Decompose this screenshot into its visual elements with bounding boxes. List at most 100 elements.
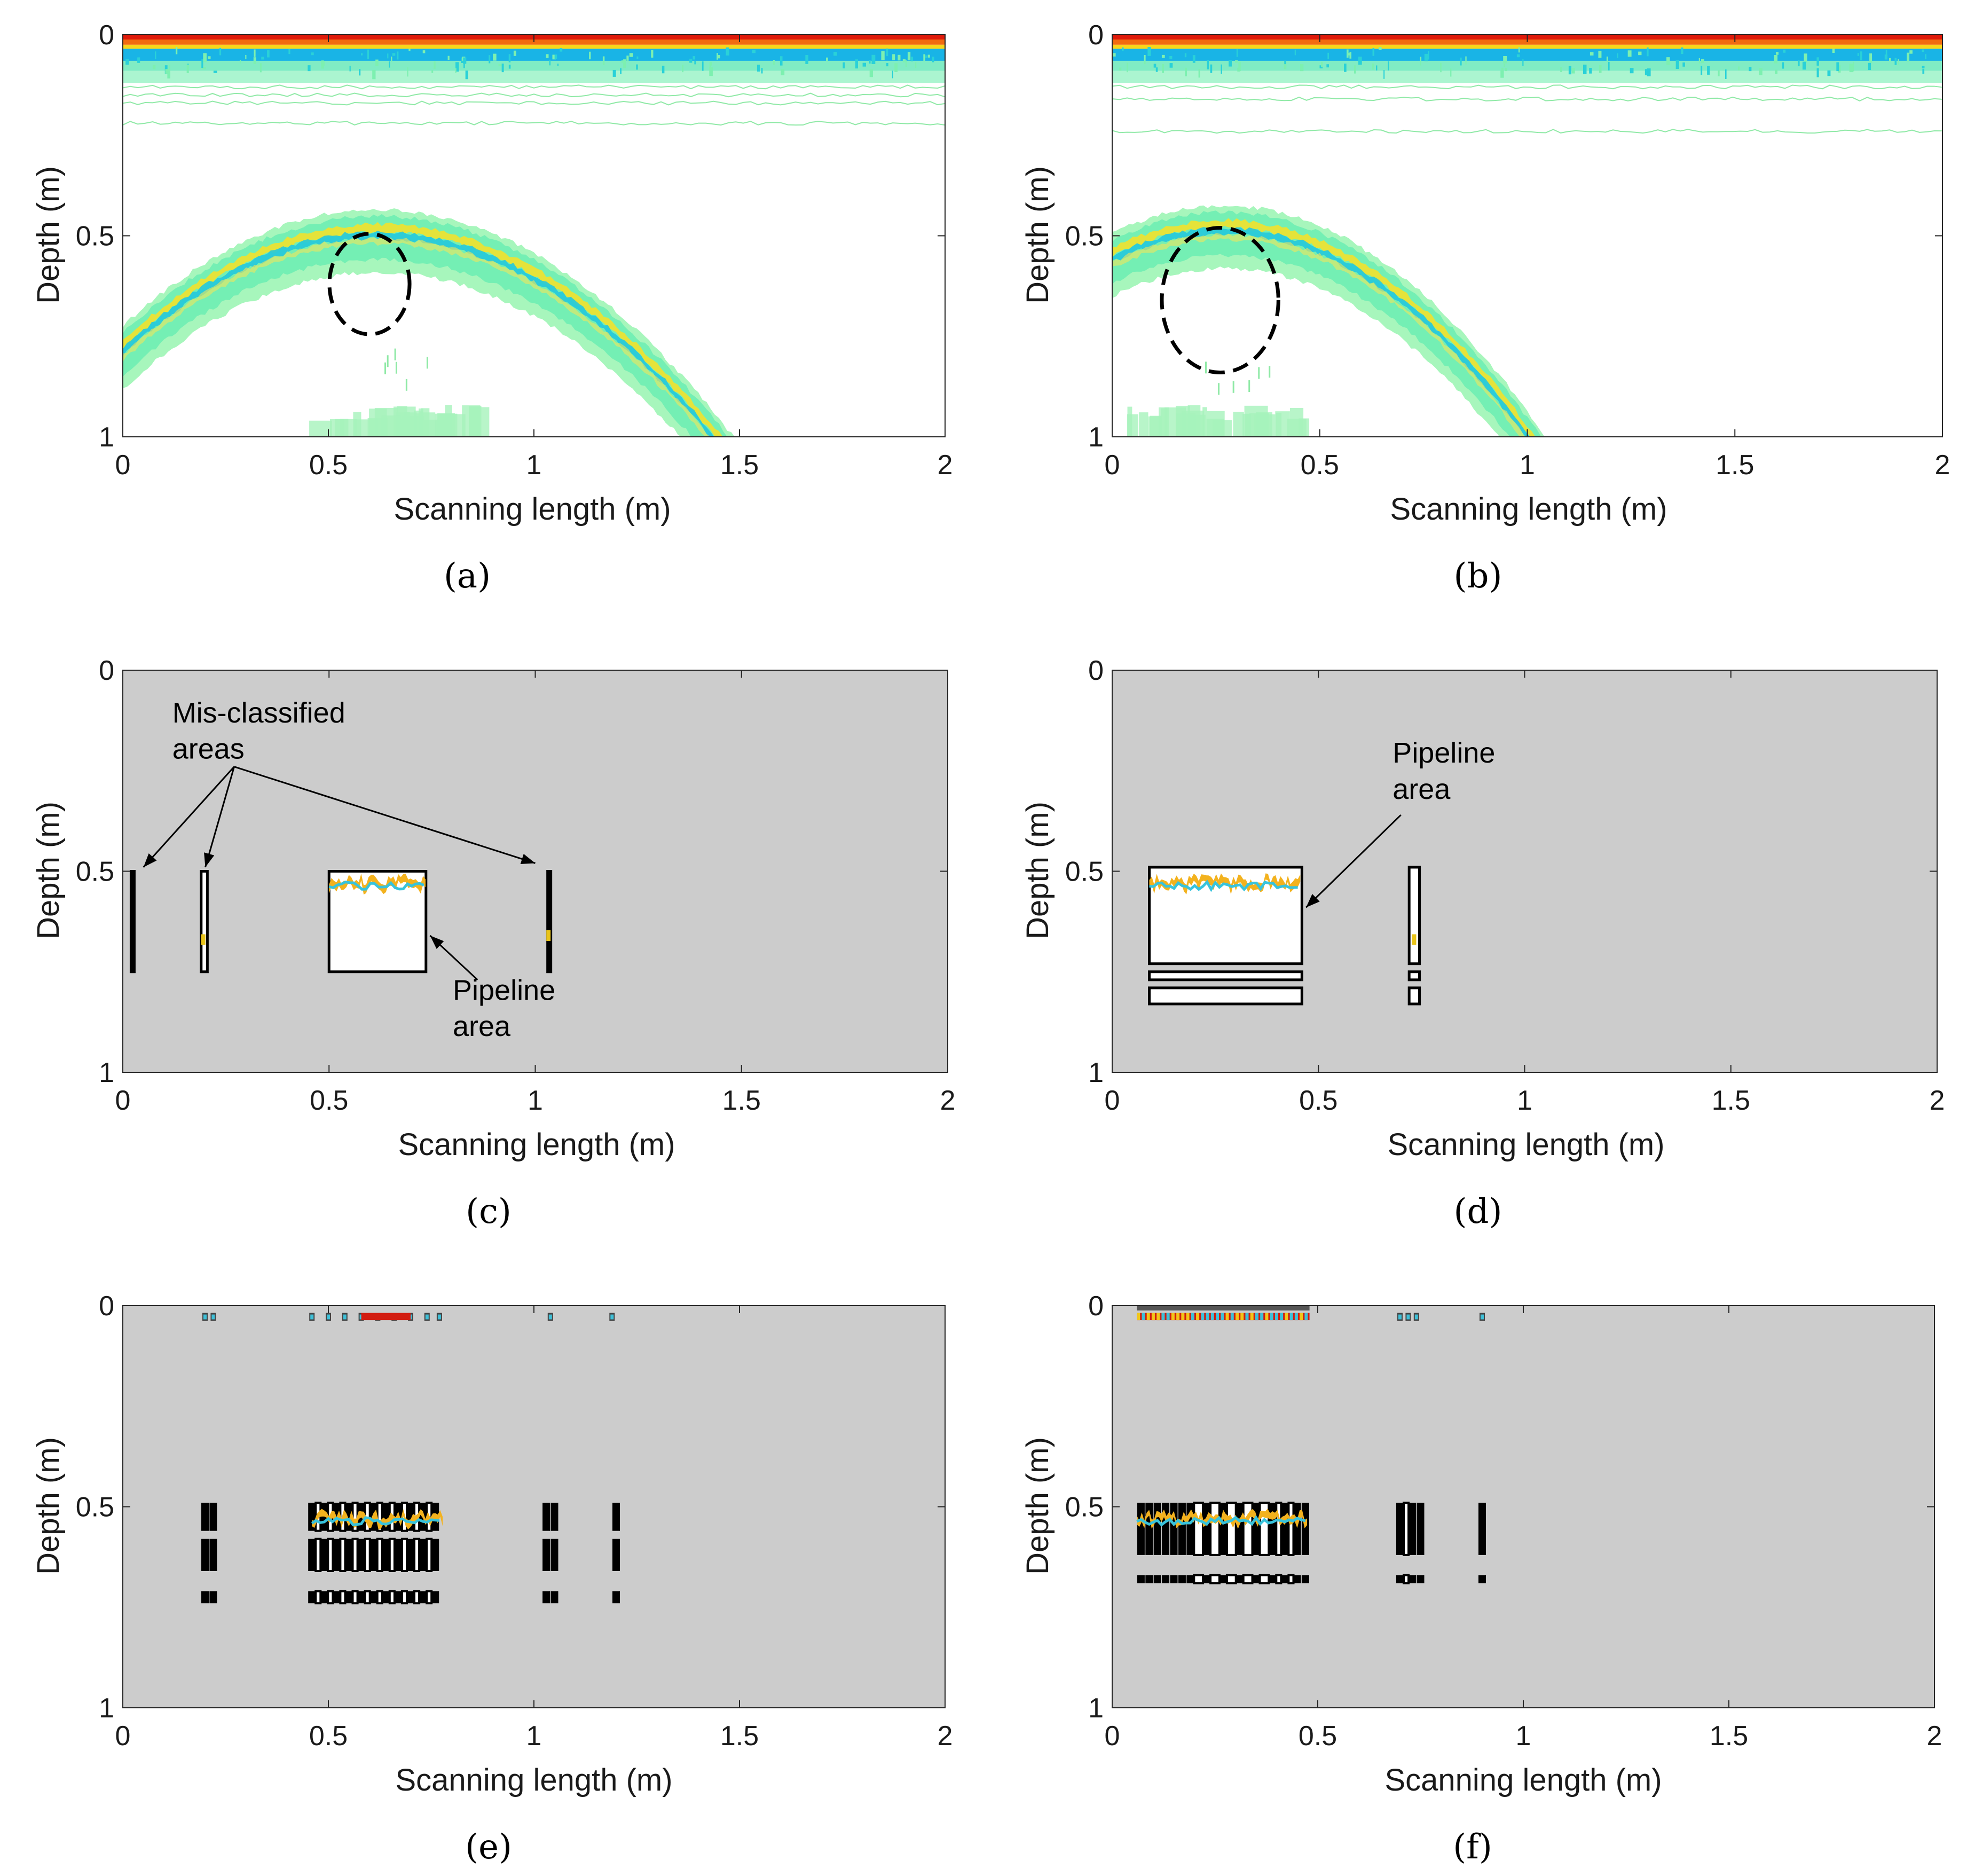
panel-b-surface-noise — [1238, 61, 1241, 72]
panel-b-surface-noise — [1590, 52, 1594, 56]
panel-b-surface-noise — [1759, 68, 1763, 75]
panel-b-surface-noise — [1775, 69, 1778, 74]
panel-a-faint-line — [123, 121, 945, 126]
panel-a-speck — [394, 348, 396, 360]
panel-b-surface-noise — [1884, 54, 1888, 60]
panel-f-top-band-speck — [1196, 1313, 1200, 1321]
panel-a-x-tick-label: 0.5 — [309, 450, 348, 481]
panel-e-top-dot-color — [310, 1314, 314, 1320]
panel-e-bar-segment — [369, 1591, 377, 1604]
panel-e-top-dot-color — [425, 1314, 429, 1320]
panel-f-bar-interior — [1275, 1501, 1283, 1556]
panel-e-bar-segment — [407, 1539, 414, 1571]
panel-b-surface-noise — [1832, 49, 1835, 53]
panel-a-surface-noise — [892, 54, 895, 60]
panel-e-y-tick-label: 0 — [99, 1291, 114, 1322]
panel-a-surface-noise — [623, 59, 626, 68]
panel-e-bar-segment — [308, 1539, 316, 1571]
panel-a-surface-noise — [493, 53, 497, 61]
panel-b-surface-noise — [1909, 50, 1913, 54]
panel-a-surface-noise — [552, 54, 556, 60]
panel-b-surface-noise — [1347, 53, 1351, 56]
panel-e-bar-segment — [357, 1591, 365, 1604]
panel-a-surface-noise — [463, 62, 465, 68]
panel-b-surface-noise — [1922, 49, 1924, 52]
panel-a-surface-noise — [612, 69, 616, 77]
panel-b-surface-noise — [1161, 54, 1165, 58]
panel-c-x-tick-label: 0.5 — [310, 1085, 348, 1116]
panel-b-surface-noise — [1210, 64, 1213, 73]
panel-a-surface-noise — [372, 69, 376, 80]
panel-c-x-tick-label: 1 — [528, 1085, 543, 1116]
panel-f-bar-interior — [1209, 1574, 1221, 1584]
panel-b-surface-noise — [1155, 67, 1158, 72]
panel-f-x-axis-label: Scanning length (m) — [1384, 1763, 1662, 1797]
panel-a-surface-noise — [554, 54, 557, 59]
panel-a-surface-noise — [717, 55, 720, 59]
panel-f-plot-content — [1112, 1306, 1934, 1708]
panel-a-surface-noise — [245, 54, 247, 59]
panel-d-signal-strip-cyan — [1149, 880, 1298, 892]
panel-e-x-tick-label: 1 — [526, 1721, 542, 1752]
panel-d-x-tick-label: 2 — [1930, 1085, 1945, 1116]
panel-d-x-tick-label: 0.5 — [1299, 1085, 1337, 1116]
panel-b-bottom-noise — [1207, 411, 1225, 437]
panel-b-surface-noise — [1725, 69, 1727, 79]
panel-d-x-axis-label: Scanning length (m) — [1387, 1127, 1664, 1162]
panel-e-bar-segment — [542, 1591, 550, 1604]
panel-b-x-tick-label: 1.5 — [1716, 450, 1754, 481]
panel-b-surface-noise — [1638, 51, 1642, 56]
panel-a-surface-noise — [447, 56, 450, 60]
panel-b-surface-noise — [1606, 56, 1608, 62]
panel-d-arrow-line — [1305, 814, 1402, 908]
panel-f-bar-segment — [1417, 1575, 1425, 1583]
panel-b-surface-noise — [1294, 49, 1296, 56]
panel-a-x-tick-label: 1 — [526, 450, 542, 481]
panel-e-bar-interior — [426, 1590, 433, 1605]
panel-a-surface-noise — [513, 50, 516, 56]
panel-f-top-band-speck — [1285, 1313, 1288, 1321]
panel-a-faint-line — [123, 84, 945, 90]
panel-b-surface-noise — [1827, 70, 1831, 76]
panel-f-signal-strip — [1137, 1509, 1307, 1529]
panel-e-bar-segment — [345, 1539, 353, 1571]
panel-e-bar-interior — [388, 1537, 396, 1572]
panel-b-y-ticks: 00.51 — [1065, 20, 1942, 453]
panel-f: 00.51 0 0.5 1 1.5 2 Scanning length (m) Dept… — [1020, 1291, 1942, 1867]
panel-c-y-tick-label: 0 — [99, 655, 114, 686]
panel-a-hyperbola-band — [123, 214, 727, 437]
panel-b-x-tick-label: 1 — [1520, 450, 1535, 481]
panel-a-surface-noise — [155, 51, 156, 59]
panel-b-surface-noise — [1885, 49, 1887, 58]
panel-c-annotation: Pipeline — [453, 974, 555, 1006]
panel-e-bar-interior — [413, 1590, 421, 1605]
panel-b-bottom-noise — [1161, 408, 1168, 437]
panel-b-speck — [1269, 366, 1271, 378]
panel-b-surface-noise — [1147, 47, 1151, 56]
panel-f-label: (f) — [1453, 1827, 1492, 1867]
panel-e-bar-interior — [351, 1537, 359, 1572]
panel-c-y-ticks: 00.51 — [76, 655, 948, 1088]
panel-a-surface-noise — [923, 54, 925, 61]
panel-b-surface-noise — [1647, 68, 1651, 76]
panel-a-surface-noise — [651, 50, 654, 58]
panel-b-surface-noise — [1465, 56, 1467, 65]
panel-b-dashed-circle — [1160, 225, 1280, 375]
panel-b-surface-noise — [1504, 64, 1506, 67]
panel-a-surface-noise — [773, 60, 775, 65]
panel-f-bar-segment — [1137, 1502, 1145, 1555]
panel-a-surface-noise — [869, 69, 874, 77]
panel-a-surface-noise — [905, 60, 907, 67]
panel-a-y-tick-label: 0 — [99, 20, 114, 51]
panel-e-y-axis-label: Depth (m) — [31, 1437, 66, 1575]
panel-f-bar-segment — [1252, 1575, 1260, 1583]
panel-c-arrow-line — [204, 766, 235, 868]
panel-f-y-tick-label: 0 — [1088, 1291, 1104, 1322]
panel-b-bottom-noise — [1287, 418, 1307, 437]
panel-a-surface-noise — [261, 57, 264, 60]
panel-f-y-ticks: 00.51 — [1065, 1291, 1934, 1724]
panel-e-bar-segment — [357, 1539, 365, 1571]
panel-a-surface-noise — [202, 67, 206, 69]
panel-b-surface-noise — [1500, 70, 1504, 78]
panel-b-surface-noise — [1144, 54, 1146, 65]
